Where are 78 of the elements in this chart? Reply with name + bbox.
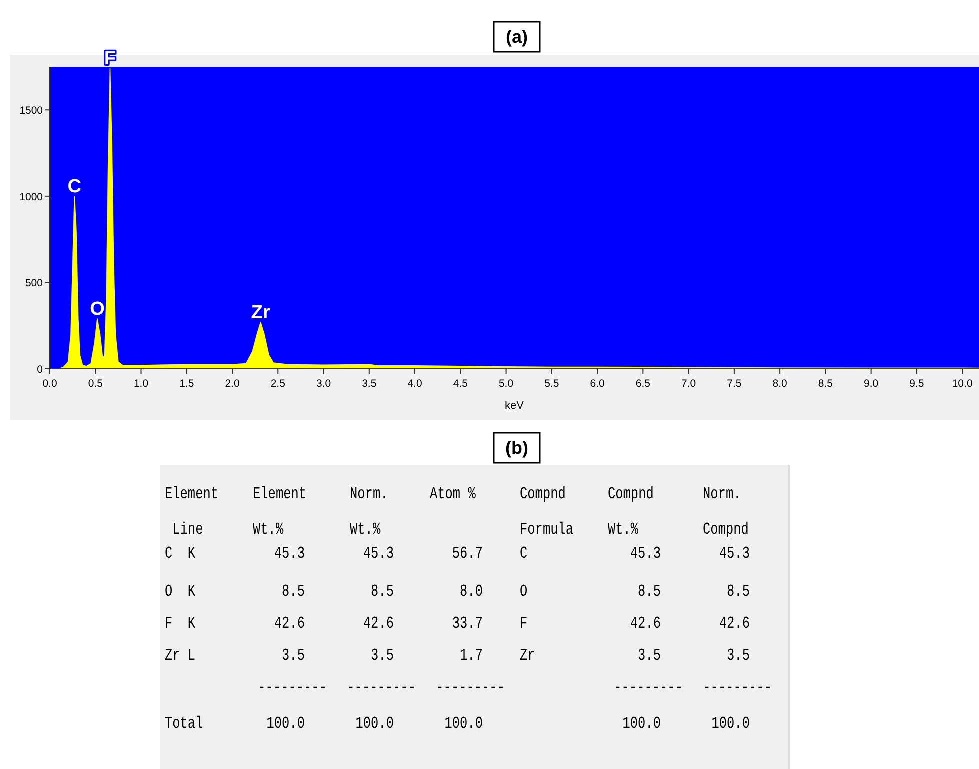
text: 100.0 [444, 716, 483, 734]
category-label: O K [165, 584, 196, 602]
text: 45.3 [274, 546, 305, 564]
x-tick-label: 6.0 [590, 378, 605, 390]
x-tick-label: 1.0 [134, 378, 149, 390]
text: O [520, 584, 528, 602]
x-tick-label: 9.0 [864, 378, 879, 390]
text: 8.5 [371, 584, 394, 602]
text: F [520, 616, 528, 634]
x-tick-label: 0.0 [42, 378, 58, 390]
y-tick-label: 1500 [20, 105, 44, 118]
x-tick-label: 0.5 [88, 378, 104, 390]
category-label: F K [165, 616, 196, 634]
category-label: Zr L [165, 648, 196, 666]
text: 45.3 [363, 546, 394, 564]
text: --------- [614, 680, 683, 698]
text: --------- [347, 680, 416, 698]
y-tick-label: 500 [25, 278, 44, 290]
x-tick-label: 8.0 [772, 378, 788, 390]
text: 3.5 [727, 648, 750, 666]
x-tick-label: 5.5 [544, 378, 560, 390]
text: 45.3 [630, 546, 661, 564]
text: --------- [703, 680, 772, 698]
text: (b) [506, 438, 528, 458]
annotation: F [104, 48, 116, 70]
text: 3.5 [282, 648, 305, 666]
text: 42.6 [274, 616, 305, 634]
text: 56.7 [452, 546, 483, 564]
text: 1.7 [460, 648, 483, 666]
category-label: Compnd Formula [520, 486, 574, 540]
y-tick-label: 0 [37, 364, 44, 376]
text: 8.5 [727, 584, 750, 602]
x-tick-label: 7.5 [727, 378, 742, 390]
category-label: Norm. Wt.% [350, 486, 388, 540]
annotation: C [68, 176, 82, 198]
text: 100.0 [712, 716, 750, 734]
text: Zr [520, 648, 536, 666]
text: 8.5 [282, 584, 305, 602]
text: 42.6 [719, 616, 750, 634]
x-tick-label: 3.0 [316, 378, 332, 390]
category-label: Norm. Compnd [703, 486, 749, 540]
x-tick-label: 6.5 [636, 378, 651, 390]
x-tick-label: 4.0 [408, 378, 422, 390]
x-tick-label: 10.0 [952, 378, 973, 390]
text: 8.5 [638, 584, 661, 602]
text: 42.6 [363, 616, 394, 634]
x-tick-label: 3.5 [362, 378, 377, 390]
text: 33.7 [452, 616, 483, 634]
text: 42.6 [630, 616, 661, 634]
text: 100.0 [356, 716, 394, 734]
text: C [520, 546, 528, 564]
x-tick-label: 2.0 [225, 378, 240, 390]
text: 3.5 [371, 648, 394, 666]
text: 100.0 [266, 716, 305, 734]
annotation: O [90, 298, 105, 320]
text: Element Line [165, 486, 219, 540]
x-axis-title: keV [505, 400, 525, 412]
category-label: Compnd Wt.% [608, 486, 654, 540]
category-label: Total [165, 716, 204, 734]
text: 45.3 [719, 546, 750, 564]
category-label: Atom % [430, 486, 476, 504]
text: 8.0 [460, 584, 483, 602]
text: 3.5 [638, 648, 661, 666]
x-tick-label: 8.5 [818, 378, 834, 390]
chart-title: (a) [506, 27, 528, 47]
x-tick-label: 4.5 [453, 378, 468, 390]
annotation: Zr [251, 302, 271, 324]
x-tick-label: 5.0 [498, 378, 514, 390]
text: --------- [258, 680, 327, 698]
x-tick-label: 9.5 [910, 378, 924, 390]
text: 100.0 [622, 716, 661, 734]
x-tick-label: 7.0 [681, 378, 696, 390]
category-label: C K [165, 546, 196, 564]
y-tick-label: 1000 [20, 191, 44, 204]
x-tick-label: 1.5 [180, 378, 194, 390]
x-tick-label: 2.5 [270, 378, 286, 390]
category-label: Element Wt.% [253, 486, 307, 540]
text: --------- [436, 680, 505, 698]
